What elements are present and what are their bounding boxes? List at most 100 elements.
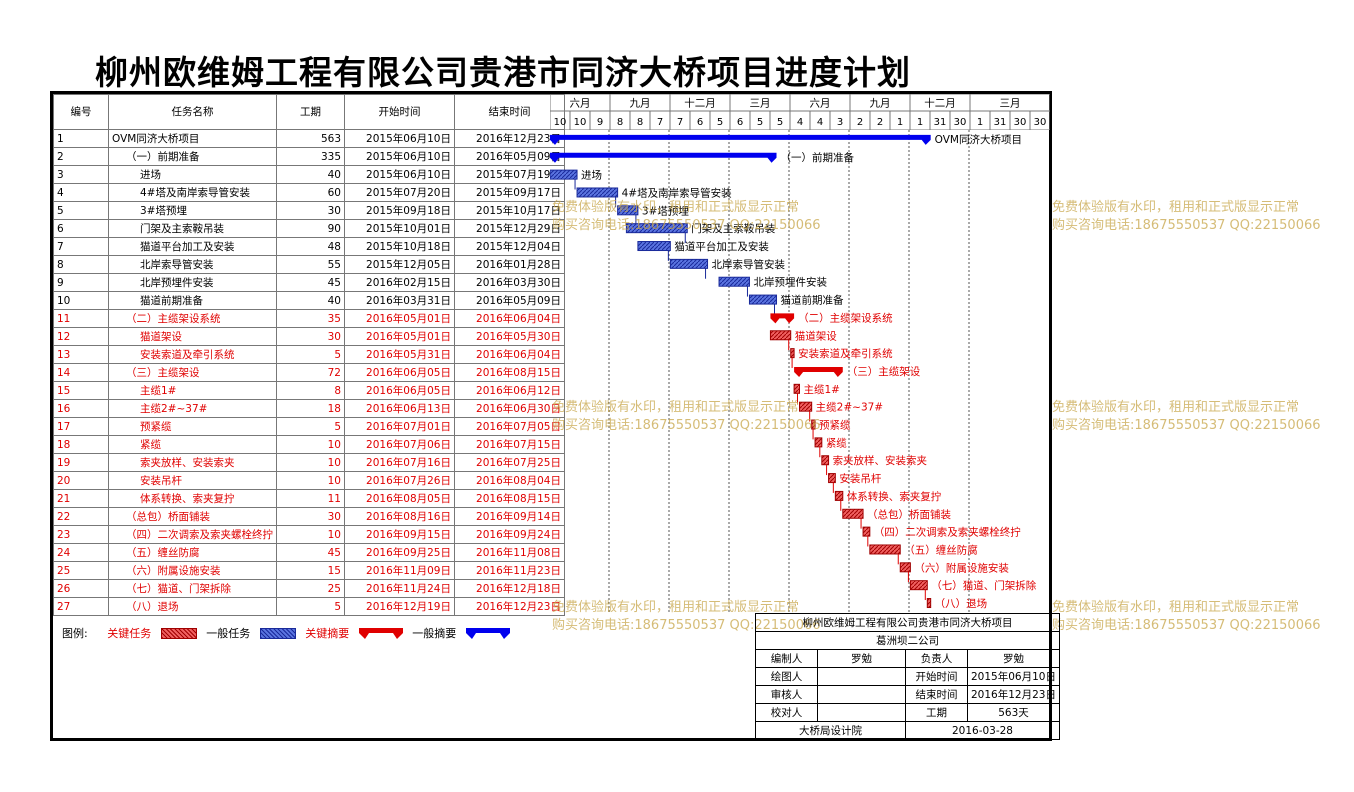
table-row[interactable]: 2 （一）前期准备 335 2015年06月10日 2016年05月09日 xyxy=(53,147,565,166)
table-row[interactable]: 11 （二）主缆架设系统 35 2016年05月01日 2016年06月04日 xyxy=(53,309,565,328)
legend-label: 图例: xyxy=(62,627,88,640)
table-row[interactable]: 15 主缆1# 8 2016年06月05日 2016年06月12日 xyxy=(53,381,565,400)
timeline-day: 8 xyxy=(617,117,623,128)
table-row[interactable]: 18 紧缆 10 2016年07月06日 2016年07月15日 xyxy=(53,435,565,454)
timeline-day: 7 xyxy=(657,117,663,128)
task-duration: 45 xyxy=(276,543,345,562)
task-id: 9 xyxy=(53,273,109,292)
gantt-summary-bar[interactable] xyxy=(550,152,777,163)
table-row[interactable]: 26 （七）猫道、门架拆除 25 2016年11月24日 2016年12月18日 xyxy=(53,579,565,598)
task-end: 2016年09月24日 xyxy=(454,525,565,544)
gantt-summary-bar[interactable] xyxy=(550,134,931,145)
table-row[interactable]: 8 北岸索导管安装 55 2015年12月05日 2016年01月28日 xyxy=(53,255,565,274)
timeline-day: 4 xyxy=(797,117,803,128)
gantt-bar-label: （七）猫道、门架拆除 xyxy=(931,579,1036,592)
gantt-task-bar[interactable] xyxy=(576,187,619,198)
gantt-task-bar[interactable] xyxy=(748,294,778,305)
gantt-task-bar[interactable] xyxy=(821,455,830,466)
gantt-task-bar[interactable] xyxy=(718,276,750,287)
table-row[interactable]: 27 （八）退场 5 2016年12月19日 2016年12月23日 xyxy=(53,597,565,616)
table-row[interactable]: 3 进场 40 2015年06月10日 2015年07月19日 xyxy=(53,165,565,184)
table-row[interactable]: 7 猫道平台加工及安装 48 2015年10月18日 2015年12月04日 xyxy=(53,237,565,256)
table-row[interactable]: 12 猫道架设 30 2016年05月01日 2016年05月30日 xyxy=(53,327,565,346)
task-duration: 25 xyxy=(276,579,345,598)
timeline-day: 5 xyxy=(757,117,763,128)
task-id: 8 xyxy=(53,255,109,274)
task-id: 22 xyxy=(53,507,109,526)
task-start: 2015年10月01日 xyxy=(344,219,455,238)
col-header-name: 任务名称 xyxy=(108,94,277,130)
gantt-bar-label: 主缆2#~37# xyxy=(816,401,883,414)
task-duration: 10 xyxy=(276,525,345,544)
timeline-day: 10 xyxy=(554,117,567,128)
gantt-task-bar[interactable] xyxy=(909,580,928,591)
task-end: 2015年10月17日 xyxy=(454,201,565,220)
task-name: （四）二次调索及索夹螺栓终拧 xyxy=(108,525,277,544)
gantt-bar-label: 3#塔预埋 xyxy=(642,204,689,217)
table-row[interactable]: 23 （四）二次调索及索夹螺栓终拧 10 2016年09月15日 2016年09月24日 xyxy=(53,525,565,544)
gantt-task-bar[interactable] xyxy=(926,598,932,609)
table-row[interactable]: 9 北岸预埋件安装 45 2016年02月15日 2016年03月30日 xyxy=(53,273,565,292)
gantt-task-bar[interactable] xyxy=(625,223,688,234)
table-row[interactable]: 10 猫道前期准备 40 2016年03月31日 2016年05月09日 xyxy=(53,291,565,310)
table-row[interactable]: 1 OVM同济大桥项目 563 2015年06月10日 2016年12月23日 xyxy=(53,129,565,148)
table-row[interactable]: 22 （总包）桥面铺装 30 2016年08月16日 2016年09月14日 xyxy=(53,507,565,526)
task-id: 7 xyxy=(53,237,109,256)
gantt-task-bar[interactable] xyxy=(793,383,801,394)
task-duration: 72 xyxy=(276,363,345,382)
table-row[interactable]: 17 预紧缆 5 2016年07月01日 2016年07月05日 xyxy=(53,417,565,436)
gantt-task-bar[interactable] xyxy=(862,526,871,537)
table-row[interactable]: 16 主缆2#~37# 18 2016年06月13日 2016年06月30日 xyxy=(53,399,565,418)
gantt-task-bar[interactable] xyxy=(842,508,864,519)
table-row[interactable]: 14 （三）主缆架设 72 2016年06月05日 2016年08月15日 xyxy=(53,363,565,382)
chart-frame xyxy=(50,91,1052,741)
table-row[interactable]: 4 4#塔及南岸索导管安装 60 2015年07月20日 2015年09月17日 xyxy=(53,183,565,202)
table-row[interactable]: 13 安装索道及牵引系统 5 2016年05月31日 2016年06月04日 xyxy=(53,345,565,364)
table-row[interactable]: 20 安装吊杆 10 2016年07月26日 2016年08月04日 xyxy=(53,471,565,490)
task-name: 安装吊杆 xyxy=(108,471,277,490)
timeline-day: 30 xyxy=(1034,117,1047,128)
info-drawer-label: 绘图人 xyxy=(755,667,818,686)
gantt-task-bar[interactable] xyxy=(550,169,578,180)
table-row[interactable]: 24 （五）缠丝防腐 45 2016年09月25日 2016年11月08日 xyxy=(53,543,565,562)
task-duration: 30 xyxy=(276,327,345,346)
task-id: 16 xyxy=(53,399,109,418)
legend: 图例: 关键任务 一般任务 关键摘要 一般摘要 xyxy=(62,625,510,641)
gantt-task-bar[interactable] xyxy=(617,205,639,216)
task-start: 2016年08月05日 xyxy=(344,489,455,508)
table-row[interactable]: 19 索夹放样、安装索夹 10 2016年07月16日 2016年07月25日 xyxy=(53,453,565,472)
task-id: 24 xyxy=(53,543,109,562)
task-name: （七）猫道、门架拆除 xyxy=(108,579,277,598)
gantt-bar-label: 猫道平台加工及安装 xyxy=(674,240,769,253)
gantt-task-bar[interactable] xyxy=(769,330,792,341)
gantt-task-bar[interactable] xyxy=(828,473,836,484)
timeline-month: 六月 xyxy=(570,98,591,110)
table-row[interactable]: 21 体系转换、索夹复拧 11 2016年08月05日 2016年08月15日 xyxy=(53,489,565,508)
table-row[interactable]: 25 （六）附属设施安装 15 2016年11月09日 2016年11月23日 xyxy=(53,561,565,580)
gantt-summary-bar[interactable] xyxy=(770,313,795,324)
info-duration: 563天 xyxy=(967,703,1060,722)
task-end: 2016年06月30日 xyxy=(454,399,565,418)
gantt-task-bar[interactable] xyxy=(799,401,813,412)
gantt-task-bar[interactable] xyxy=(814,437,823,448)
info-project: 柳州欧维姆工程有限公司贵港市同济大桥项目 xyxy=(755,613,1060,632)
gantt-task-bar[interactable] xyxy=(637,241,671,252)
info-start: 2015年06月10日 xyxy=(967,667,1060,686)
task-name: 安装索道及牵引系统 xyxy=(108,345,277,364)
gantt-task-bar[interactable] xyxy=(869,544,901,555)
gantt-task-bar[interactable] xyxy=(899,562,911,573)
gantt-summary-bar[interactable] xyxy=(794,366,843,377)
gantt-task-bar[interactable] xyxy=(669,258,709,269)
task-start: 2016年05月31日 xyxy=(344,345,455,364)
watermark: 免费体验版有水印，租用和正式版显示正常 购买咨询电话:18675550537 QQ… xyxy=(552,400,821,433)
gantt-task-bar[interactable] xyxy=(834,490,844,501)
gantt-task-bar[interactable] xyxy=(790,348,795,359)
task-start: 2016年09月15日 xyxy=(344,525,455,544)
task-name: （总包）桥面铺装 xyxy=(108,507,277,526)
task-end: 2016年05月09日 xyxy=(454,291,565,310)
task-name: 主缆2#~37# xyxy=(108,399,277,418)
table-row[interactable]: 6 门架及主索鞍吊装 90 2015年10月01日 2015年12月29日 xyxy=(53,219,565,238)
table-row[interactable]: 5 3#塔预埋 30 2015年09月18日 2015年10月17日 xyxy=(53,201,565,220)
